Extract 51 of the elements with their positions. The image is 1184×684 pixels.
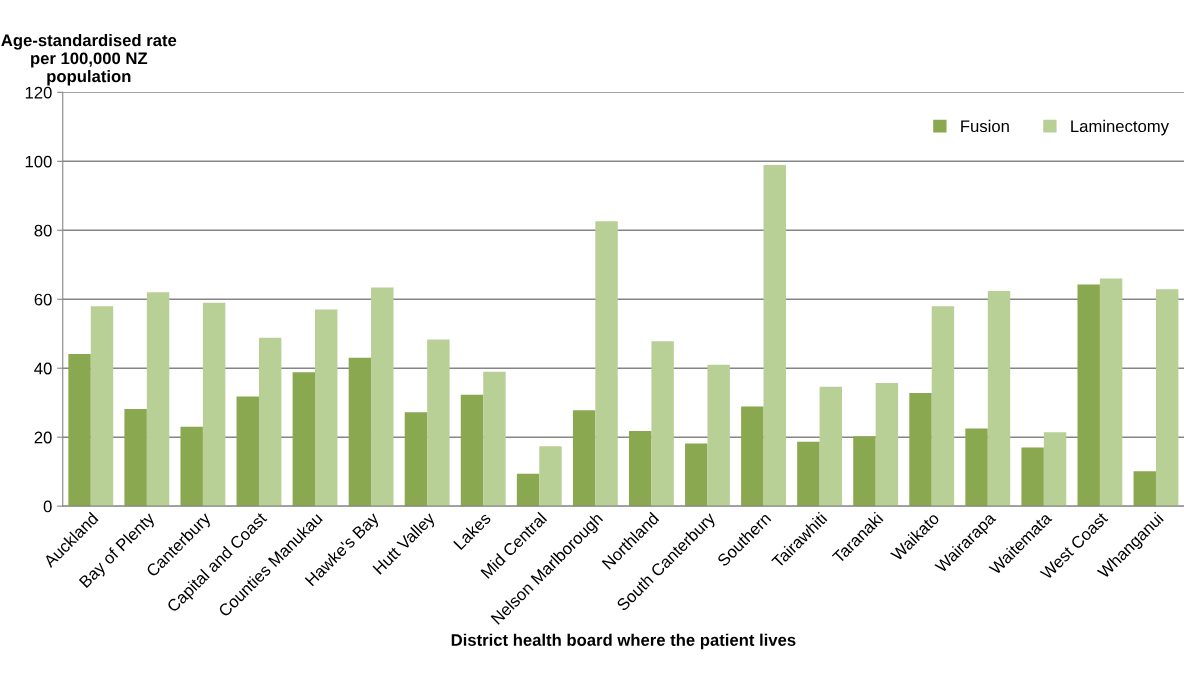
bar bbox=[1043, 432, 1067, 507]
bar bbox=[1099, 278, 1123, 507]
bar bbox=[1077, 284, 1100, 507]
legend-label: Fusion bbox=[961, 119, 1009, 133]
y-tick-label: 0 bbox=[43, 500, 52, 513]
bar bbox=[539, 446, 562, 507]
y-tick-label: 60 bbox=[34, 293, 52, 306]
bar bbox=[516, 473, 540, 507]
bar bbox=[572, 410, 596, 507]
bar bbox=[685, 443, 708, 507]
bar bbox=[68, 354, 91, 507]
x-axis-title: District health board where the patient lives bbox=[451, 633, 796, 650]
bar bbox=[460, 394, 484, 507]
bar bbox=[180, 426, 203, 507]
bar bbox=[1155, 289, 1179, 507]
y-tick-label: 40 bbox=[34, 362, 52, 375]
bar bbox=[404, 412, 428, 507]
bar bbox=[146, 292, 170, 507]
bar bbox=[628, 430, 652, 507]
y-tick-label: 80 bbox=[34, 224, 52, 237]
bar bbox=[427, 339, 450, 507]
bar bbox=[651, 341, 674, 507]
bar bbox=[124, 408, 147, 507]
bar bbox=[987, 290, 1011, 507]
bar bbox=[348, 357, 372, 507]
bar bbox=[965, 428, 988, 507]
bar bbox=[483, 371, 506, 507]
bar bbox=[258, 337, 282, 507]
bar bbox=[371, 287, 394, 507]
bar bbox=[292, 372, 316, 507]
y-axis-title: Age-standardised rate per 100,000 NZ population bbox=[1, 33, 177, 86]
bar bbox=[797, 441, 820, 507]
bar bbox=[202, 302, 226, 507]
bar bbox=[763, 165, 786, 507]
bar bbox=[90, 306, 114, 507]
bar bbox=[819, 386, 843, 507]
bar bbox=[909, 393, 932, 507]
y-tick-label: 20 bbox=[34, 431, 52, 444]
bar bbox=[853, 436, 876, 507]
bar bbox=[707, 364, 730, 507]
bar bbox=[1133, 471, 1156, 507]
bar bbox=[236, 396, 259, 507]
y-tick-label: 100 bbox=[25, 155, 52, 168]
legend-label: Laminectomy bbox=[1071, 119, 1169, 136]
y-tick-label: 120 bbox=[25, 86, 52, 99]
bar bbox=[931, 306, 955, 507]
bar bbox=[315, 309, 338, 507]
bar bbox=[595, 221, 618, 507]
bar bbox=[1021, 447, 1044, 507]
bar bbox=[741, 406, 764, 507]
bar bbox=[875, 383, 899, 507]
